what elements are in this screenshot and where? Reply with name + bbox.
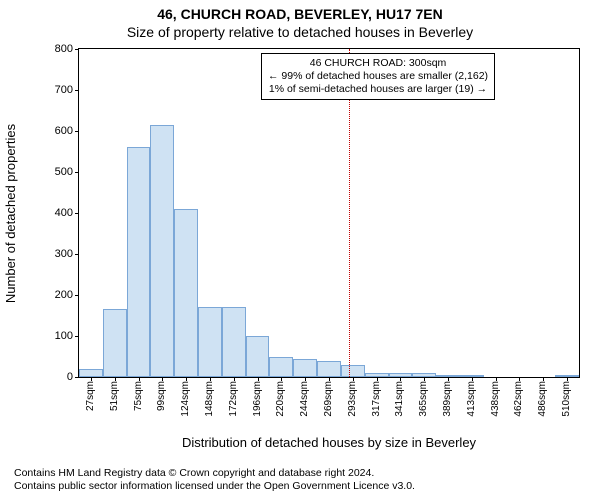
- histogram-bar: [198, 307, 222, 377]
- chart-title-main: 46, CHURCH ROAD, BEVERLEY, HU17 7EN: [0, 0, 600, 22]
- y-tick: [75, 172, 79, 173]
- histogram-bar: [222, 307, 246, 377]
- y-tick-label: 600: [55, 125, 73, 137]
- x-tick-label: 75sqm: [133, 381, 144, 411]
- x-tick-label: 486sqm: [537, 381, 548, 417]
- x-tick-label: 365sqm: [418, 381, 429, 417]
- x-tick-label: 148sqm: [204, 381, 215, 417]
- x-tick-label: 413sqm: [466, 381, 477, 417]
- y-tick-label: 300: [55, 248, 73, 260]
- x-tick-label: 196sqm: [252, 381, 263, 417]
- y-tick: [75, 377, 79, 378]
- x-tick-label: 269sqm: [323, 381, 334, 417]
- annotation-line: ← 99% of detached houses are smaller (2,…: [268, 70, 488, 83]
- x-tick-label: 124sqm: [180, 381, 191, 417]
- x-tick-label: 244sqm: [299, 381, 310, 417]
- histogram-bar: [174, 209, 198, 377]
- x-tick-label: 438sqm: [490, 381, 501, 417]
- x-tick-label: 462sqm: [513, 381, 524, 417]
- x-tick-label: 293sqm: [347, 381, 358, 417]
- y-tick-label: 100: [55, 330, 73, 342]
- x-tick-label: 172sqm: [228, 381, 239, 417]
- histogram-bar: [127, 147, 151, 377]
- histogram-bar: [79, 369, 103, 377]
- x-tick-label: 341sqm: [394, 381, 405, 417]
- histogram-bar: [269, 357, 293, 378]
- footnote-line1: Contains HM Land Registry data © Crown c…: [14, 467, 415, 481]
- footnote: Contains HM Land Registry data © Crown c…: [14, 467, 415, 494]
- chart-container: 46, CHURCH ROAD, BEVERLEY, HU17 7EN Size…: [0, 0, 600, 500]
- y-tick-label: 500: [55, 166, 73, 178]
- histogram-bar: [103, 309, 127, 377]
- x-tick-label: 389sqm: [442, 381, 453, 417]
- y-tick: [75, 295, 79, 296]
- annotation-box: 46 CHURCH ROAD: 300sqm← 99% of detached …: [261, 53, 495, 100]
- annotation-line: 1% of semi-detached houses are larger (1…: [268, 83, 488, 96]
- x-tick-label: 27sqm: [85, 381, 96, 411]
- x-tick-label: 99sqm: [156, 381, 167, 411]
- y-tick: [75, 90, 79, 91]
- y-tick: [75, 336, 79, 337]
- y-tick: [75, 131, 79, 132]
- y-tick: [75, 254, 79, 255]
- histogram-bar: [341, 365, 365, 377]
- x-tick-label: 510sqm: [561, 381, 572, 417]
- x-axis-label: Distribution of detached houses by size …: [78, 435, 580, 450]
- y-tick-label: 200: [55, 289, 73, 301]
- annotation-line: 46 CHURCH ROAD: 300sqm: [268, 57, 488, 70]
- chart-area: 010020030040050060070080027sqm51sqm75sqm…: [50, 48, 580, 406]
- y-tick-label: 800: [55, 43, 73, 55]
- footnote-line2: Contains public sector information licen…: [14, 480, 415, 494]
- y-tick-label: 400: [55, 207, 73, 219]
- x-tick-label: 317sqm: [371, 381, 382, 417]
- histogram-bar: [293, 359, 317, 377]
- y-tick: [75, 213, 79, 214]
- histogram-bar: [317, 361, 341, 377]
- x-tick-label: 51sqm: [109, 381, 120, 411]
- histogram-bar: [246, 336, 270, 377]
- y-tick-label: 700: [55, 84, 73, 96]
- y-tick-label: 0: [67, 371, 73, 383]
- plot-region: 010020030040050060070080027sqm51sqm75sqm…: [78, 48, 580, 378]
- histogram-bar: [150, 125, 174, 377]
- y-axis-label: Number of detached properties: [4, 48, 18, 378]
- chart-title-sub: Size of property relative to detached ho…: [0, 22, 600, 40]
- x-tick-label: 220sqm: [275, 381, 286, 417]
- y-tick: [75, 49, 79, 50]
